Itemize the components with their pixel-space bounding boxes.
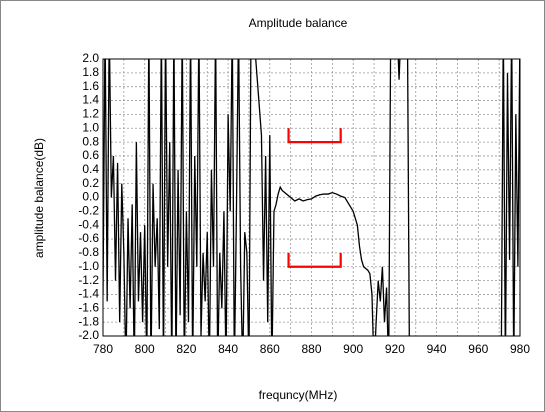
x-tick-label: 900 <box>343 342 363 356</box>
chart-title: Amplitude balance <box>249 16 348 30</box>
plot <box>103 59 520 336</box>
y-tick-label: -0.6 <box>78 231 99 245</box>
y-tick-label: -1.0 <box>78 259 99 273</box>
y-tick-label: 2.0 <box>82 51 99 65</box>
y-tick-label: 1.6 <box>82 79 99 93</box>
y-tick-label: 0.0 <box>82 190 99 204</box>
y-axis-label: amplitude balance(dB) <box>32 138 46 258</box>
y-tick-label: -1.6 <box>78 300 99 314</box>
y-tick-label: 1.8 <box>82 65 99 79</box>
x-tick-label: 800 <box>135 342 155 356</box>
x-tick-label: 940 <box>427 342 447 356</box>
y-tick-label: 1.4 <box>82 93 99 107</box>
y-tick-label: 0.8 <box>82 134 99 148</box>
data-line <box>103 59 520 336</box>
y-tick-label: -0.4 <box>78 217 99 231</box>
data-line <box>287 252 342 268</box>
y-tick-label: -1.4 <box>78 287 99 301</box>
x-tick-label: 820 <box>176 342 196 356</box>
x-tick-label: 920 <box>385 342 405 356</box>
x-tick-label: 860 <box>260 342 280 356</box>
x-tick-label: 980 <box>510 342 530 356</box>
x-axis-label: frequncy(MHz) <box>259 388 338 402</box>
y-tick-label: 0.2 <box>82 176 99 190</box>
x-tick-label: 840 <box>218 342 238 356</box>
y-tick-label: -2.0 <box>78 328 99 342</box>
y-tick-label: 0.4 <box>82 162 99 176</box>
y-tick-label: 1.0 <box>82 120 99 134</box>
plot-border <box>102 58 521 337</box>
x-tick-label: 780 <box>93 342 113 356</box>
data-line <box>287 128 342 144</box>
y-tick-label: -1.2 <box>78 273 99 287</box>
y-tick-label: -1.8 <box>78 314 99 328</box>
x-tick-label: 960 <box>468 342 488 356</box>
y-tick-label: 1.2 <box>82 107 99 121</box>
y-tick-label: -0.2 <box>78 204 99 218</box>
y-tick-label: -0.8 <box>78 245 99 259</box>
x-tick-label: 880 <box>301 342 321 356</box>
y-tick-label: 0.6 <box>82 148 99 162</box>
